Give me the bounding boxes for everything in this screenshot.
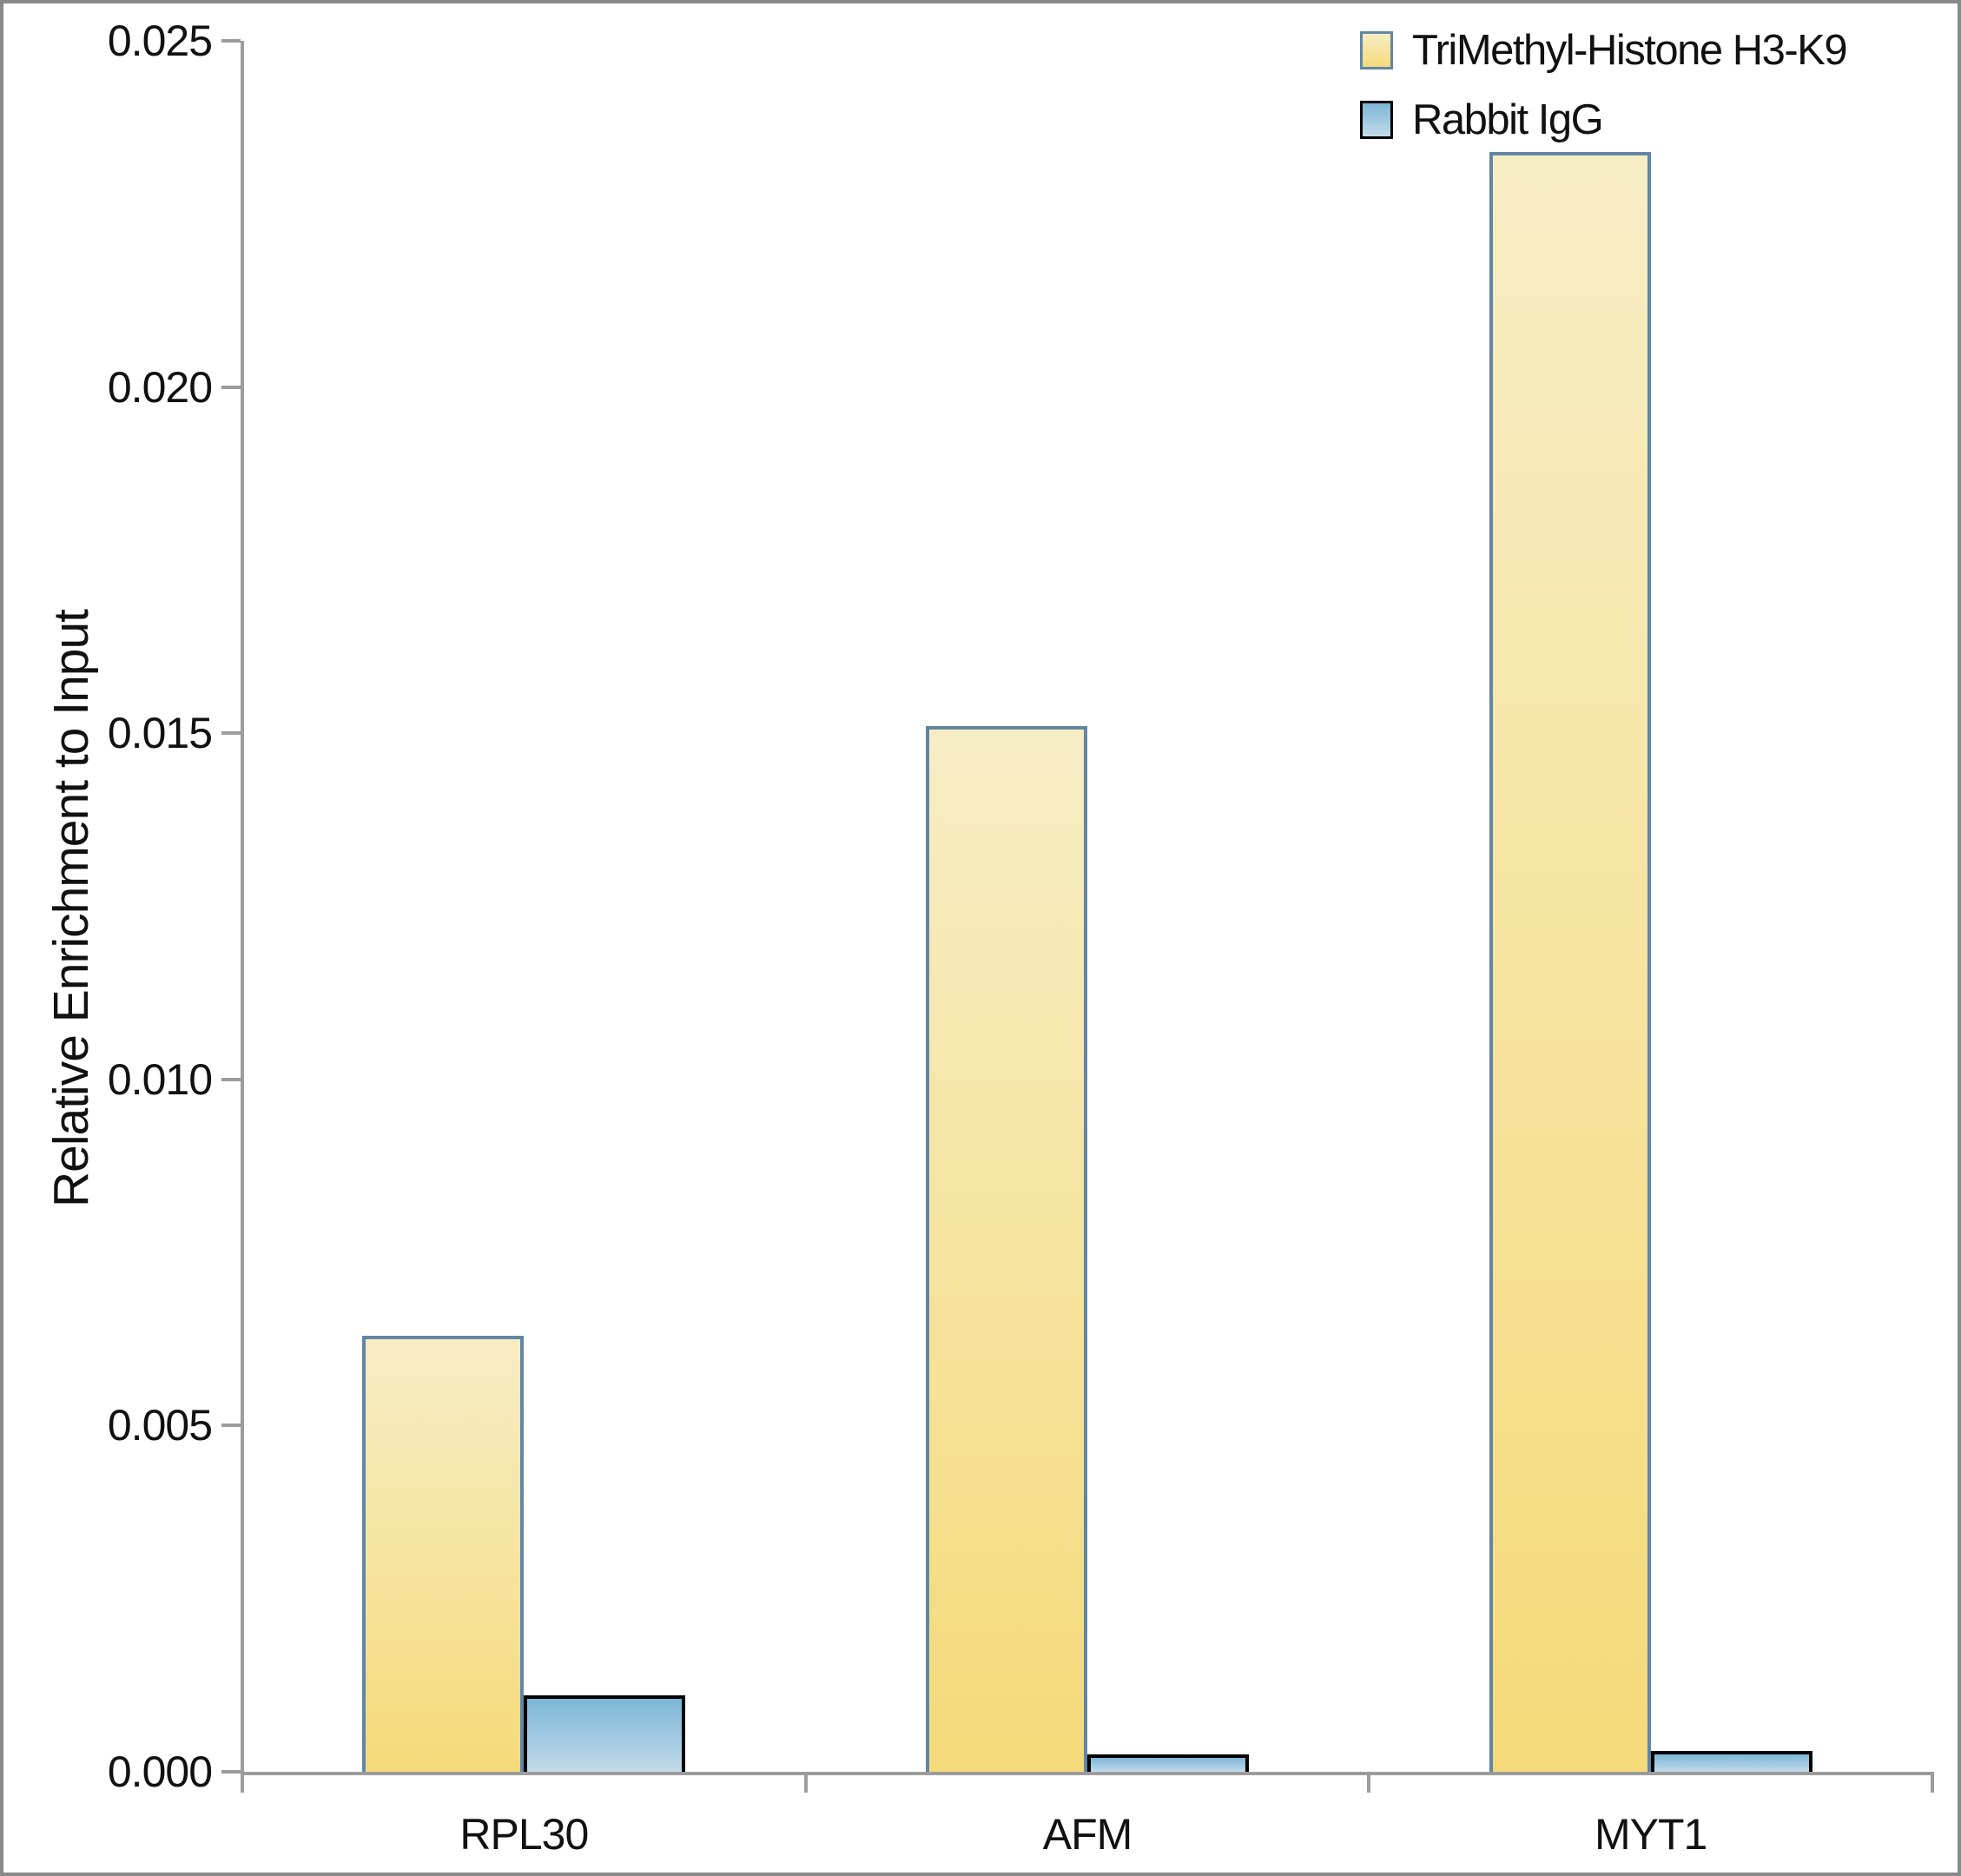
y-tick-label-0-010: 0.010 [107, 1054, 213, 1104]
y-tick-mark-0-020 [221, 385, 241, 389]
y-tick-label-0-025: 0.025 [107, 17, 213, 65]
bar-rpl30-trimethyl-histone-h3-k9 [362, 1336, 525, 1772]
y-axis-line [241, 41, 244, 1793]
y-tick-label-0-015: 0.015 [107, 709, 213, 758]
bar-afm-rabbit-igg [1087, 1754, 1249, 1772]
y-tick-mark-0-025 [221, 39, 241, 43]
x-tick-label-afm: AFM [1042, 1810, 1133, 1859]
x-boundary-tick-myt1 [1931, 1772, 1934, 1793]
legend-label-trimethyl-histone-h3-k9: TriMethyl-Histone H3-K9 [1412, 27, 1848, 74]
legend-swatch-rabbit-igg [1360, 101, 1393, 139]
x-boundary-tick-afm [1367, 1772, 1371, 1793]
x-tick-label-myt1: MYT1 [1594, 1810, 1707, 1859]
bar-myt1-rabbit-igg [1650, 1751, 1812, 1772]
y-tick-label-0-000: 0.000 [107, 1747, 213, 1796]
y-tick-mark-0-010 [221, 1077, 241, 1081]
legend-item-trimethyl-histone-h3-k9: TriMethyl-Histone H3-K9 [1360, 27, 1848, 74]
bar-rpl30-rabbit-igg [524, 1695, 686, 1772]
legend-label-rabbit-igg: Rabbit IgG [1412, 96, 1604, 143]
legend: TriMethyl-Histone H3-K9 Rabbit IgG [1360, 27, 1848, 167]
bar-afm-trimethyl-histone-h3-k9 [926, 726, 1087, 1772]
legend-swatch-trimethyl-histone-h3-k9 [1360, 31, 1393, 69]
bar-myt1-trimethyl-histone-h3-k9 [1489, 152, 1651, 1772]
y-axis-title: Relative Enrichment to Input [43, 609, 99, 1208]
y-tick-label-0-005: 0.005 [107, 1401, 213, 1450]
x-tick-label-rpl30: RPL30 [459, 1810, 589, 1859]
y-tick-mark-0-005 [221, 1424, 241, 1428]
y-tick-label-0-020: 0.020 [107, 362, 213, 412]
y-tick-mark-0-015 [221, 731, 241, 736]
x-axis-line [241, 1772, 1934, 1775]
y-tick-mark-0-000 [221, 1770, 241, 1774]
x-boundary-tick-rpl30 [803, 1772, 808, 1793]
legend-item-rabbit-igg: Rabbit IgG [1360, 96, 1846, 143]
